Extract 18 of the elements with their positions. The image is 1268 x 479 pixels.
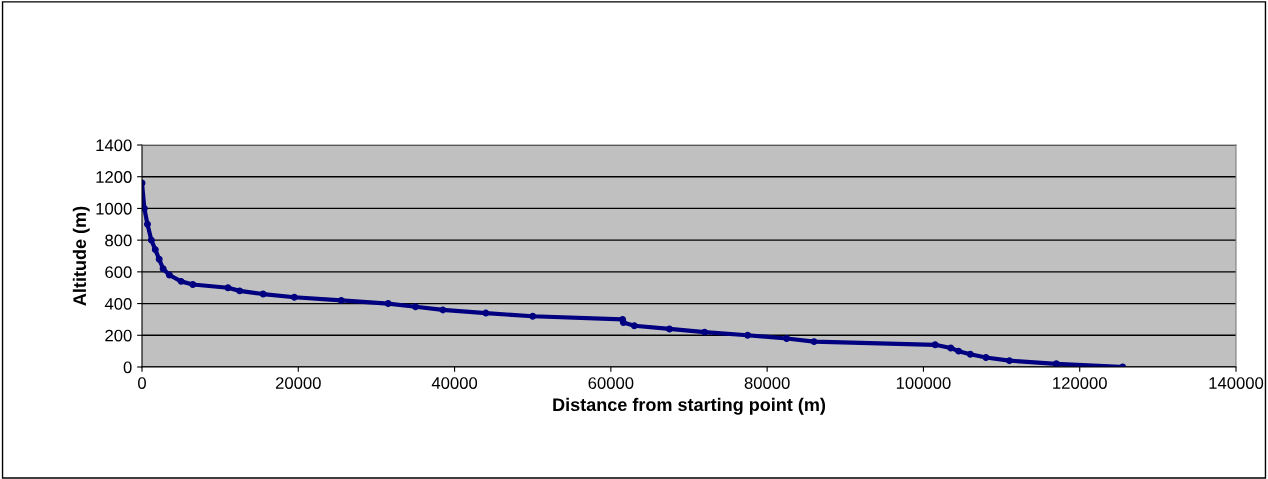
y-tick-label: 0 xyxy=(123,361,132,374)
y-tick-label: 200 xyxy=(105,329,132,342)
y-tick-label: 800 xyxy=(105,234,132,247)
x-tick-label: 100000 xyxy=(896,377,951,389)
x-tick-label: 60000 xyxy=(588,377,634,389)
y-tick-label: 400 xyxy=(104,297,132,310)
x-tick-label: 120000 xyxy=(1053,377,1107,389)
y-tick-label: 1000 xyxy=(96,202,132,215)
y-tick-label: 1200 xyxy=(96,171,132,183)
x-tick-label: 0 xyxy=(138,377,146,389)
y-axis-title: Altitude (m) xyxy=(72,206,90,306)
x-axis-title: Distance from starting point (m) xyxy=(553,397,826,415)
x-tick-label: 140000 xyxy=(1209,377,1264,389)
y-tick-label: 600 xyxy=(105,266,132,279)
x-tick-label: 80000 xyxy=(744,377,790,389)
x-tick-label: 40000 xyxy=(431,377,478,389)
y-tick-label: 1400 xyxy=(96,139,132,152)
x-tick-label: 20000 xyxy=(275,377,321,389)
